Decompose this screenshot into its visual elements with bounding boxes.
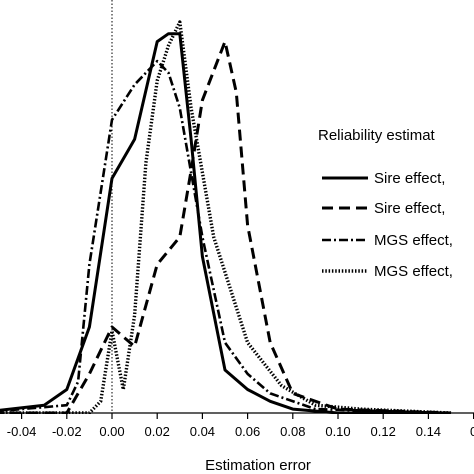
x-tick-label: 0.02 [145, 424, 170, 439]
legend-title: Reliability estimat [318, 127, 436, 144]
series-line-1-solid [0, 32, 451, 414]
series-line-2-dashed [0, 40, 452, 414]
x-tick-label: 0.08 [280, 424, 305, 439]
legend-label-3: MGS effect, [374, 232, 453, 249]
x-tick-label: 0.04 [190, 424, 215, 439]
x-tick-label: 0 [470, 424, 474, 439]
series-line-4-dotted [0, 20, 452, 414]
legend-label-4: MGS effect, [374, 263, 453, 280]
x-tick-label: 0.10 [325, 424, 350, 439]
legend-label-1: Sire effect, [374, 170, 445, 187]
x-tick-label: -0.02 [52, 424, 82, 439]
x-tick-label: 0.00 [99, 424, 124, 439]
x-tick-label: 0.06 [235, 424, 260, 439]
x-tick-label: 0.12 [371, 424, 396, 439]
series-line-3-dashdot [0, 59, 452, 414]
x-tick-label: -0.04 [7, 424, 37, 439]
x-tick-label: 0.14 [416, 424, 441, 439]
x-axis-title: Estimation error [205, 457, 311, 474]
legend-label-2: Sire effect, [374, 200, 445, 217]
